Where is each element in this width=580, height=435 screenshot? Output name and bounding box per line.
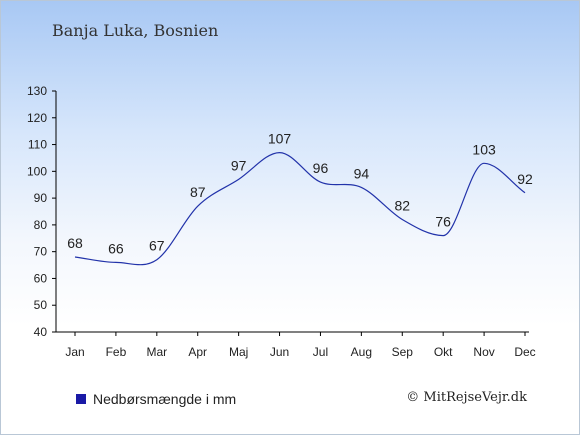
data-label: 94 [354, 165, 370, 181]
x-tick-label: Mar [146, 345, 167, 359]
chart-title: Banja Luka, Bosnien [52, 21, 219, 40]
y-tick-label: 80 [34, 218, 48, 232]
data-label: 68 [67, 235, 83, 251]
series-line [74, 151, 526, 266]
legend-marker [76, 394, 86, 404]
x-tick-label: Jun [270, 345, 289, 359]
x-tick-label: Aug [351, 345, 372, 359]
y-tick-label: 130 [27, 84, 47, 98]
x-tick-label: Jul [313, 345, 328, 359]
x-tick-label: Apr [188, 345, 207, 359]
data-label: 97 [231, 157, 247, 173]
data-label: 76 [435, 214, 451, 230]
x-tick-label: Maj [229, 345, 248, 359]
x-tick-label: Sep [392, 345, 414, 359]
data-label: 107 [268, 131, 292, 147]
x-tick-label: Nov [473, 345, 494, 359]
x-tick-label: Okt [434, 345, 453, 359]
y-tick-label: 100 [27, 164, 47, 178]
copyright-credit: © MitRejseVejr.dk [406, 390, 527, 405]
y-tick-label: 90 [34, 191, 48, 205]
x-tick-label: Jan [65, 345, 84, 359]
y-tick-label: 70 [34, 245, 48, 259]
y-tick-label: 110 [28, 138, 47, 152]
data-label: 67 [149, 238, 165, 254]
data-label: 87 [190, 184, 206, 200]
legend-label: Nedbørsmængde i mm [93, 391, 237, 407]
y-tick-label: 40 [34, 325, 48, 339]
data-label: 103 [472, 141, 496, 157]
y-tick-label: 120 [27, 111, 47, 125]
y-tick-label: 50 [34, 298, 48, 312]
data-label: 96 [313, 160, 329, 176]
y-tick-label: 60 [34, 271, 48, 285]
data-label: 66 [108, 240, 124, 256]
legend: Nedbørsmængde i mm [76, 391, 236, 407]
x-tick-label: Feb [106, 345, 127, 359]
data-label: 82 [394, 198, 410, 214]
x-tick-label: Dec [514, 345, 535, 359]
data-label: 92 [517, 171, 533, 187]
